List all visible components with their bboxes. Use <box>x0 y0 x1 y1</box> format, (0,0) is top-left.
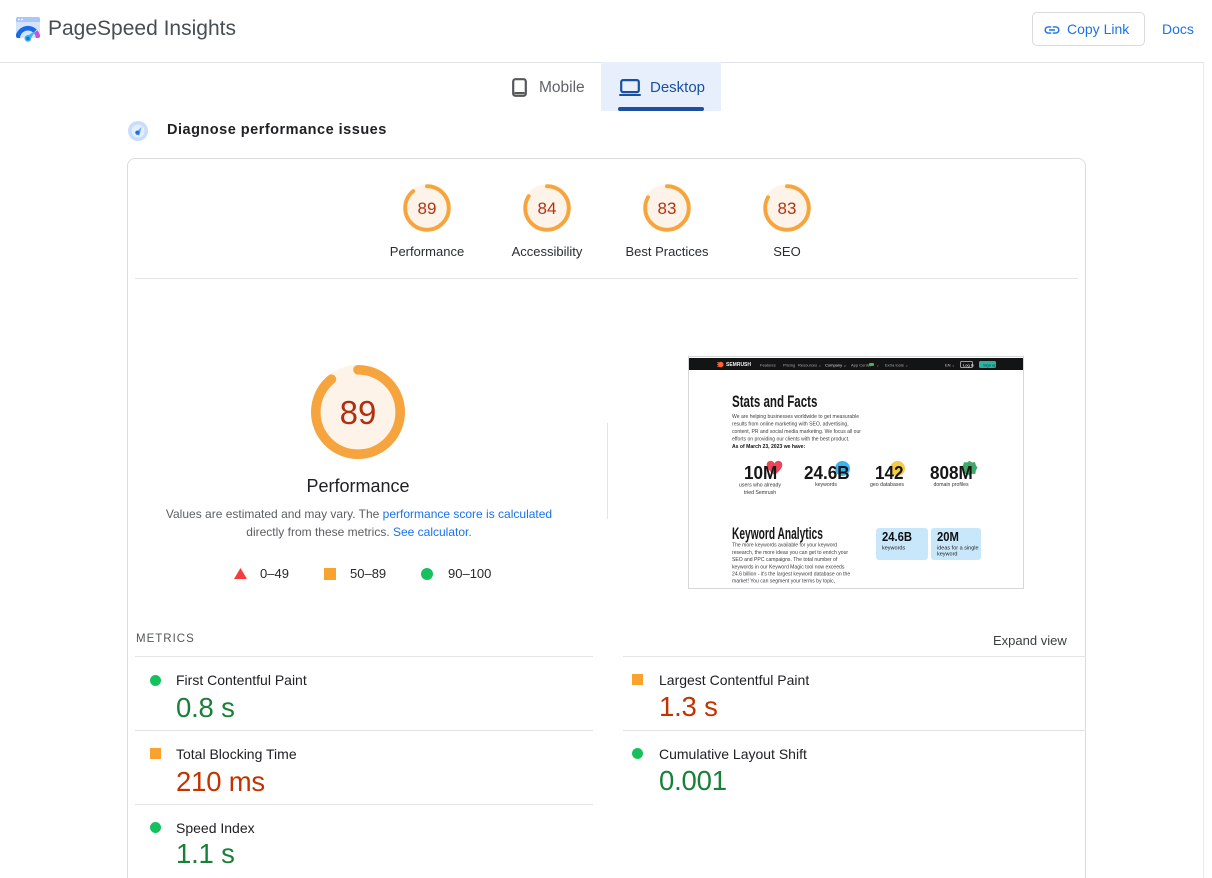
svg-text:89: 89 <box>418 199 437 218</box>
svg-text:84: 84 <box>538 199 557 218</box>
svg-text:83: 83 <box>658 199 677 218</box>
svg-text:89: 89 <box>340 394 377 431</box>
svg-text:83: 83 <box>778 199 797 218</box>
